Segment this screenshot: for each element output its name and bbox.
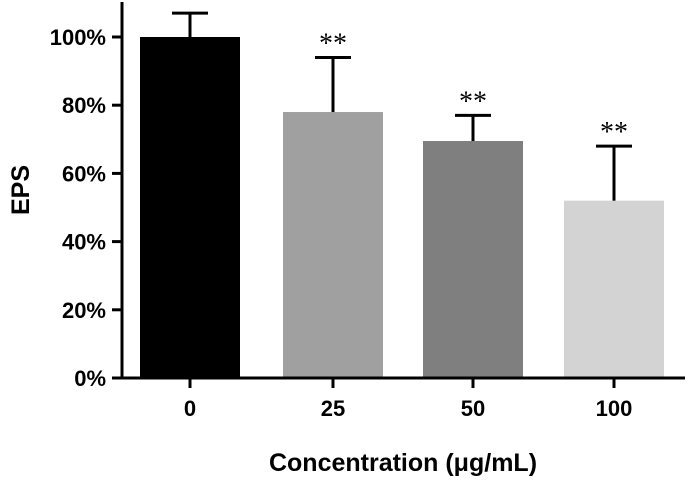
bar-25 (283, 112, 383, 379)
y-axis-title: EPS (7, 165, 35, 215)
y-tick-label-40: 40% (62, 230, 106, 255)
bar-0 (140, 37, 240, 378)
error-bars-group (172, 11, 632, 201)
bar-50 (423, 141, 523, 378)
y-tick-label-80: 80% (62, 93, 106, 118)
significance-group: ** ** ** (319, 28, 628, 148)
x-tick-label-0: 0 (184, 396, 196, 421)
y-tick-label-60: 60% (62, 161, 106, 186)
x-tick-label-25: 25 (321, 396, 345, 421)
significance-label-50: ** (459, 86, 487, 117)
significance-label-25: ** (319, 28, 347, 59)
y-tick-label-100: 100% (50, 25, 106, 50)
x-tick-label-50: 50 (461, 396, 485, 421)
x-tick-label-100: 100 (596, 396, 633, 421)
significance-label-100: ** (600, 117, 628, 148)
y-ticks-group: 0% 20% 40% 60% 80% 100% (50, 25, 122, 391)
bars-group (140, 37, 664, 379)
x-axis-title: Concentration (μg/mL) (269, 449, 537, 477)
y-tick-label-20: 20% (62, 298, 106, 323)
x-ticks-group: 0 25 50 100 (184, 378, 632, 421)
y-tick-label-0: 0% (74, 366, 106, 391)
bar-100 (564, 200, 664, 378)
